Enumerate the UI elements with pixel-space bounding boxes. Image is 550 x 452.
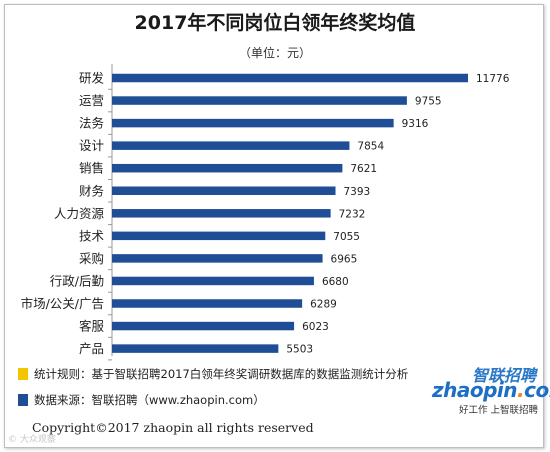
category-label: 研发 xyxy=(79,71,105,86)
bar-10 xyxy=(112,299,303,308)
category-label: 设计 xyxy=(79,138,104,153)
category-label: 销售 xyxy=(79,161,104,176)
bar-6 xyxy=(112,209,331,218)
value-label: 7854 xyxy=(357,141,384,153)
category-label: 行政/后勤 xyxy=(50,273,104,288)
legend-rule-text: 统计规则：基于智联招聘2017白领年终奖调研数据库的数据监测统计分析 xyxy=(34,367,409,381)
value-label: 6289 xyxy=(310,299,337,311)
category-label: 市场/公关/广告 xyxy=(21,296,104,311)
bar-7 xyxy=(112,231,326,241)
logo-cn: 智联招聘 xyxy=(471,366,536,385)
category-label: 采购 xyxy=(79,251,104,266)
value-label: 11776 xyxy=(476,73,510,85)
value-label: 5503 xyxy=(286,344,313,356)
bar-8 xyxy=(112,254,323,263)
value-label: 7621 xyxy=(350,163,377,175)
copyright: Copyright©2017 zhaopin all rights reserv… xyxy=(32,420,314,435)
bar-0 xyxy=(112,73,468,83)
value-label: 7232 xyxy=(339,208,366,220)
bar-3 xyxy=(112,141,350,150)
bar-11 xyxy=(112,321,295,331)
category-label: 运营 xyxy=(79,93,104,108)
category-label: 人力资源 xyxy=(54,206,105,221)
zhaopin-logo: 智联招聘 zhaopin.com 好工作 上智联招聘 xyxy=(432,362,550,418)
watermark: © 大众观察 xyxy=(8,435,56,445)
value-label: 7393 xyxy=(343,186,370,198)
unit-label: （单位：元） xyxy=(238,46,311,60)
legend-swatch-source xyxy=(18,394,28,406)
value-label: 9316 xyxy=(402,118,429,130)
value-label: 6965 xyxy=(331,253,358,265)
value-label: 7055 xyxy=(333,231,360,243)
value-label: 6023 xyxy=(302,321,329,333)
category-label: 财务 xyxy=(79,183,104,198)
bar-1 xyxy=(112,96,407,105)
category-label: 产品 xyxy=(79,341,104,356)
bar-9 xyxy=(112,276,314,286)
bar-12 xyxy=(112,344,279,353)
logo-tagline: 好工作 上智联招聘 xyxy=(458,405,538,416)
legend-rule: 统计规则：基于智联招聘2017白领年终奖调研数据库的数据监测统计分析 xyxy=(18,366,408,382)
logo-en-dot: . xyxy=(517,378,525,402)
logo-en-tld: com xyxy=(524,378,550,402)
logo-en: zhaopin.com xyxy=(432,378,550,402)
category-label: 法务 xyxy=(79,116,104,131)
logo-en-main: zhaopin xyxy=(432,378,518,402)
value-label: 6680 xyxy=(322,276,349,288)
bar-2 xyxy=(112,118,394,128)
bar-5 xyxy=(112,186,336,195)
legend-source: 数据来源：智联招聘（www.zhaopin.com） xyxy=(18,392,265,408)
category-label: 技术 xyxy=(79,228,105,243)
bar-4 xyxy=(112,163,343,173)
value-label: 9755 xyxy=(415,96,442,108)
category-label: 客服 xyxy=(79,319,105,334)
legend-swatch-rule xyxy=(18,368,28,380)
chart-title: 2017年不同岗位白领年终奖均值 xyxy=(134,12,416,34)
legend-source-text: 数据来源：智联招聘（www.zhaopin.com） xyxy=(34,393,265,407)
chart-frame xyxy=(4,4,544,448)
